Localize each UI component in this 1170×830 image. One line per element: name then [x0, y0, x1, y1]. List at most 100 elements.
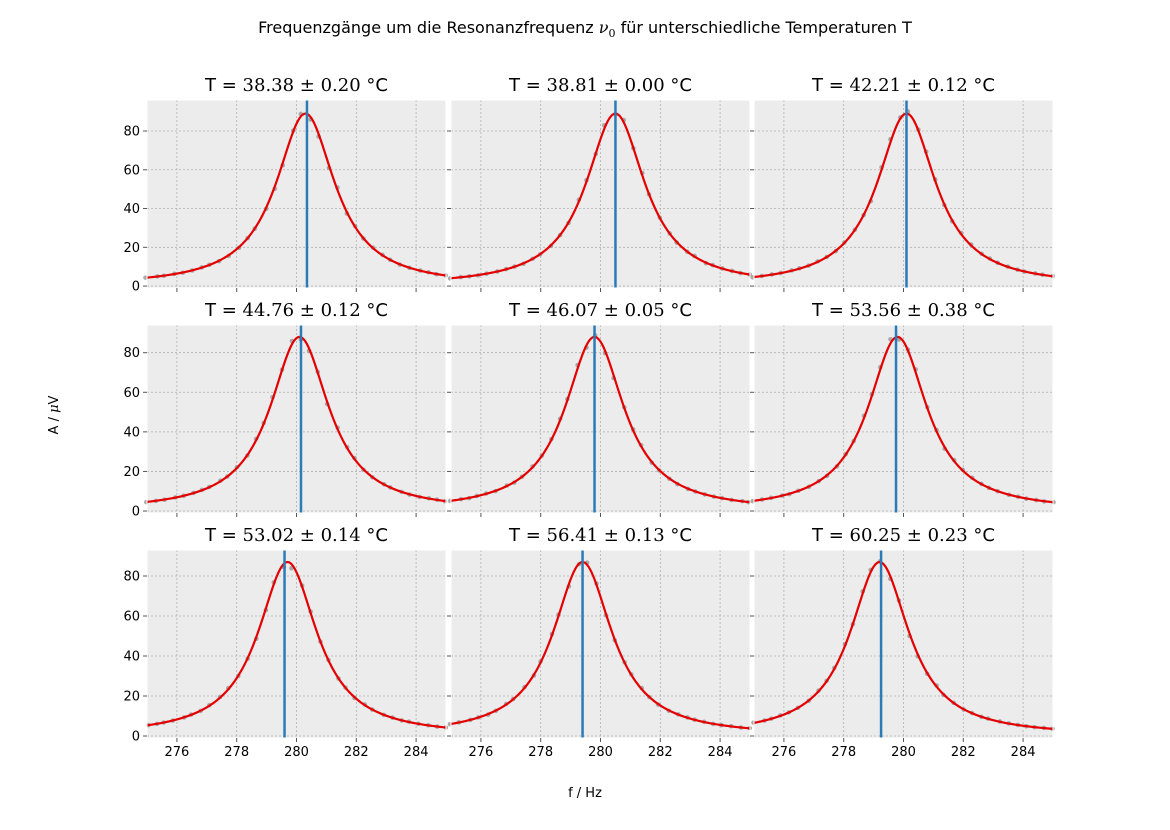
subplot-title-temp: 53.56 [850, 300, 902, 321]
y-tick-label: 20 [123, 690, 140, 705]
y-tick-label: 60 [123, 610, 140, 625]
subplot-title: T = 56.41 ± 0.13 °C [508, 525, 692, 546]
x-tick-label: 278 [831, 745, 856, 760]
subplot-grid: T = 38.38 ± 0.20 °C 0 20 40 60 80 T = 38.81 ± … [123, 75, 1056, 760]
subplot-title-prefix: T = [204, 75, 243, 96]
subplot-title-unit: °C [968, 75, 995, 96]
x-tick-label: 280 [891, 745, 916, 760]
subplot-title: T = 53.56 ± 0.38 °C [811, 300, 995, 321]
fit-curve [146, 335, 447, 503]
subplot-title-pm: ± [598, 525, 625, 546]
subplot-title-unit: °C [361, 525, 388, 546]
subplot-title-temp: 46.07 [547, 300, 599, 321]
subplot-title-pm: ± [901, 300, 928, 321]
subplot-title: T = 42.21 ± 0.12 °C [811, 75, 995, 96]
figure-title-symbol-sub: 0 [609, 27, 616, 40]
y-tick-label: 80 [123, 125, 140, 140]
subplot-title-prefix: T = [811, 75, 850, 96]
subplot-title-err: 0.23 [928, 525, 968, 546]
subplot-title-pm: ± [901, 75, 928, 96]
subplot-title: T = 44.76 ± 0.12 °C [204, 300, 388, 321]
y-tick-label: 40 [123, 650, 140, 665]
x-tick-label: 284 [1011, 745, 1036, 760]
fit-curve [146, 112, 447, 279]
subplot-title: T = 38.38 ± 0.20 °C [204, 75, 388, 96]
subplot-1: T = 38.38 ± 0.20 °C 0 20 40 60 80 [123, 75, 449, 295]
subplot-title-err: 0.00 [625, 75, 665, 96]
y-tick-label: 60 [123, 163, 140, 178]
x-tick-label: 280 [284, 745, 309, 760]
subplot-title-temp: 53.02 [243, 525, 295, 546]
subplot-title-prefix: T = [508, 300, 547, 321]
y-axis-label-prefix: A / [47, 413, 62, 435]
y-axis-label-suffix: V [47, 395, 62, 404]
x-tick-label: 276 [164, 745, 189, 760]
x-tick-label: 284 [404, 745, 429, 760]
subplot-title-pm: ± [294, 300, 321, 321]
x-tick-label: 280 [588, 745, 613, 760]
fit-curve [450, 335, 751, 504]
subplot-title-prefix: T = [811, 525, 850, 546]
subplot-title-pm: ± [901, 525, 928, 546]
fit-curve [753, 335, 1054, 504]
subplot-title-err: 0.14 [321, 525, 361, 546]
x-tick-label: 276 [468, 745, 493, 760]
subplot-4: T = 44.76 ± 0.12 °C 0 20 40 60 80 [123, 300, 448, 520]
subplot-title: T = 46.07 ± 0.05 °C [508, 300, 692, 321]
subplot-title-unit: °C [361, 300, 388, 321]
fit-curve [450, 112, 751, 280]
data-point [1051, 499, 1056, 505]
subplot-title-unit: °C [968, 300, 995, 321]
subplot-title-prefix: T = [508, 75, 547, 96]
subplot-8: T = 56.41 ± 0.13 °C 276 278 280 282 284 [447, 525, 753, 760]
subplot-5: T = 46.07 ± 0.05 °C [447, 300, 751, 517]
subplot-title-err: 0.12 [321, 300, 361, 321]
x-axis-label: f / Hz [568, 786, 602, 801]
figure-title-prefix: Frequenzgänge um die Resonanzfrequenz [258, 18, 599, 37]
subplot-title-unit: °C [665, 300, 692, 321]
subplot-title-temp: 60.25 [850, 525, 902, 546]
y-tick-label: 20 [123, 241, 140, 256]
y-axis-label-symbol: μ [47, 404, 62, 412]
x-tick-label: 282 [344, 745, 369, 760]
x-tick-label: 284 [708, 745, 733, 760]
subplot-title: T = 60.25 ± 0.23 °C [811, 525, 995, 546]
y-axis-label: A / μV [47, 395, 62, 434]
y-tick-label: 20 [123, 465, 140, 480]
subplot-title-unit: °C [665, 75, 692, 96]
x-tick-label: 282 [648, 745, 673, 760]
subplot-title-temp: 42.21 [850, 75, 902, 96]
y-tick-label: 80 [123, 570, 140, 585]
subplot-title-pm: ± [294, 75, 321, 96]
subplot-title-err: 0.05 [625, 300, 665, 321]
figure-title-suffix: für unterschiedliche Temperaturen T [616, 18, 913, 37]
x-tick-label: 282 [951, 745, 976, 760]
fit-curve [450, 560, 751, 730]
subplot-title-temp: 38.81 [547, 75, 599, 96]
subplot-title-temp: 44.76 [243, 300, 295, 321]
y-tick-label: 60 [123, 386, 140, 401]
subplot-title-temp: 38.38 [243, 75, 295, 96]
subplot-9: T = 60.25 ± 0.23 °C 276 278 280 282 284 [750, 525, 1055, 760]
subplot-title: T = 38.81 ± 0.00 °C [508, 75, 692, 96]
subplot-title-unit: °C [361, 75, 388, 96]
y-tick-label: 0 [132, 505, 140, 520]
subplot-title-prefix: T = [204, 525, 243, 546]
subplot-2: T = 38.81 ± 0.00 °C [447, 75, 753, 292]
figure-title-symbol: ν [599, 18, 609, 37]
y-tick-label: 80 [123, 346, 140, 361]
subplot-title-err: 0.12 [928, 75, 968, 96]
subplot-title-prefix: T = [204, 300, 243, 321]
subplot-title-prefix: T = [508, 525, 547, 546]
x-tick-label: 278 [528, 745, 553, 760]
subplot-title-temp: 56.41 [547, 525, 599, 546]
subplot-title-pm: ± [294, 525, 321, 546]
x-tick-label: 278 [224, 745, 249, 760]
figure-title: Frequenzgänge um die Resonanzfrequenz ν0… [258, 18, 912, 40]
y-tick-label: 0 [132, 730, 140, 745]
subplot-7: T = 53.02 ± 0.14 °C 0 20 40 60 80 276 278 280 282… [123, 525, 449, 760]
subplot-title-unit: °C [968, 525, 995, 546]
subplot-title-pm: ± [598, 300, 625, 321]
x-tick-label: 276 [771, 745, 796, 760]
subplot-title-pm: ± [598, 75, 625, 96]
